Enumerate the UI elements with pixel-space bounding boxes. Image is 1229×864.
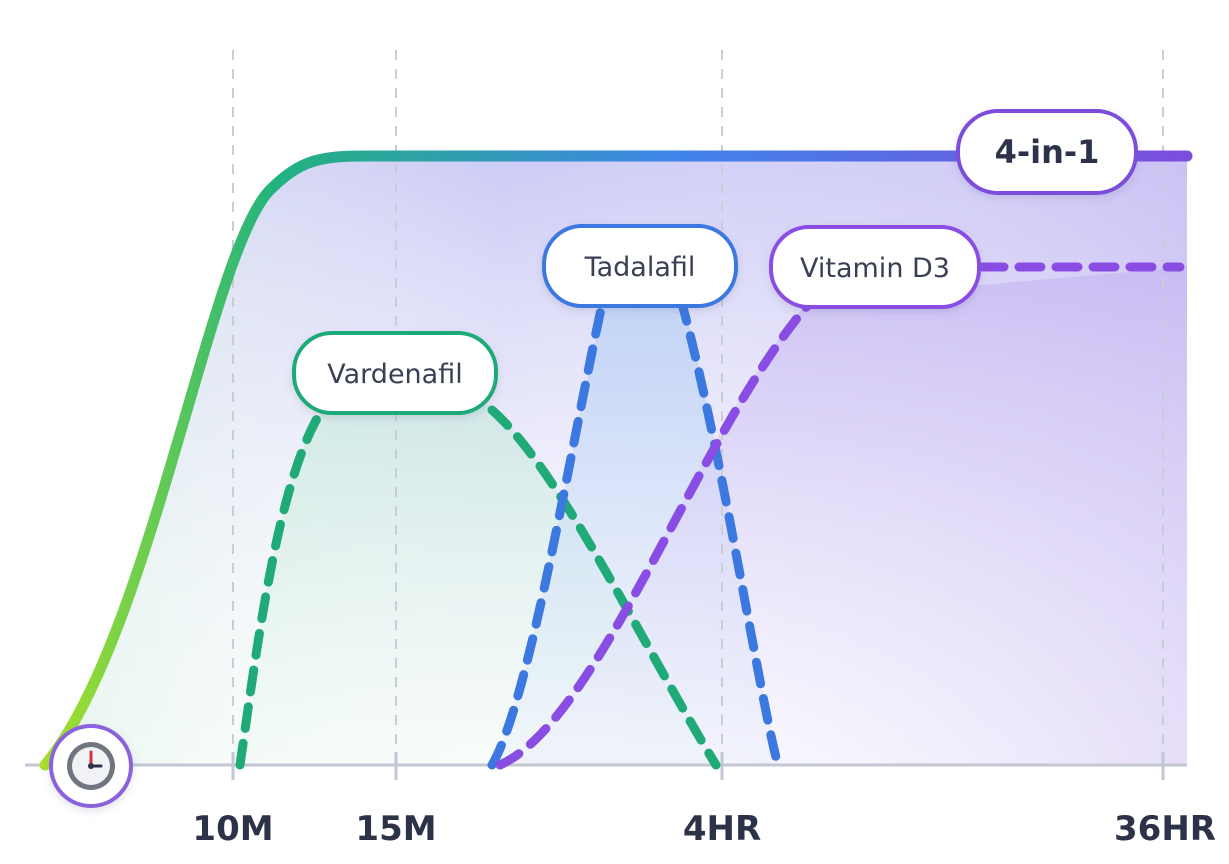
label-vardenafil-text: Vardenafil: [327, 359, 462, 390]
tick-label-10m: 10M: [192, 809, 273, 849]
tick-label-4hr: 4HR: [683, 809, 761, 849]
clock-icon: [49, 724, 133, 808]
series-line-tadalafil: [487, 295, 783, 770]
series-line-vitamin-d3: [495, 262, 1185, 770]
label-vitamin-d3-text: Vitamin D3: [800, 253, 950, 284]
grid: [232, 50, 1164, 765]
tick-label-15m: 15M: [355, 809, 436, 849]
label-4-in-1: [956, 109, 1138, 195]
label-vardenafil: [292, 331, 498, 415]
label-vitamin-d3: [769, 225, 981, 309]
series-line-4-in-1: [39, 150, 1193, 771]
label-4-in-1-text: 4-in-1: [995, 133, 1100, 171]
label-tadalafil-text: Tadalafil: [584, 252, 696, 283]
tick-label-36hr: 36HR: [1114, 809, 1216, 849]
vitamin-d3-area: [500, 267, 1187, 765]
label-tadalafil: [542, 224, 738, 308]
series-line-vardenafil: [235, 405, 721, 770]
x-ticks: 10M 15M 4HR 36HR: [192, 752, 1216, 849]
